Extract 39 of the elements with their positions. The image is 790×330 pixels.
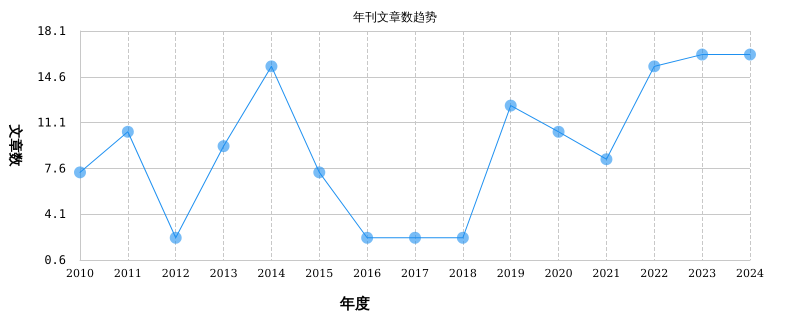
x-tick-label: 2015 (305, 267, 334, 280)
x-tick-label: 2013 (210, 267, 238, 280)
x-tick-label: 2020 (544, 267, 573, 280)
point (696, 48, 708, 61)
x-tick-label: 2016 (353, 267, 382, 280)
x-tick-label: 2019 (496, 267, 525, 280)
point (648, 60, 660, 72)
point (552, 126, 565, 138)
y-tick-label: 14.6 (37, 70, 66, 84)
point (218, 140, 230, 152)
x-tick-label: 2023 (688, 267, 716, 280)
point (504, 100, 517, 112)
point (122, 126, 134, 138)
y-tick-label: 7.6 (44, 161, 66, 176)
x-tick-label: 2018 (448, 267, 477, 280)
y-tick-label: 18.1 (37, 24, 66, 38)
x-tick-label: 2010 (66, 267, 94, 280)
chart-title: 年刊文章数趋势 (353, 10, 437, 24)
x-tick-label: 2014 (257, 267, 286, 280)
point (456, 232, 469, 244)
x-tick-label: 2017 (401, 267, 429, 280)
y-tick-label: 4.1 (44, 207, 66, 222)
y-axis-title: 文章数 (7, 124, 24, 168)
point (313, 166, 326, 178)
x-tick-label: 2022 (640, 267, 668, 280)
point (600, 153, 612, 166)
point (361, 232, 374, 244)
point (265, 60, 278, 72)
x-tick-label: 2011 (114, 267, 142, 280)
y-tick-label: 11.1 (37, 116, 66, 130)
x-tick-label: 2021 (592, 267, 620, 280)
point (744, 48, 756, 61)
x-tick-label: 2024 (736, 267, 764, 280)
x-axis-title: 年度 (339, 294, 370, 312)
y-tick-label: 0.6 (44, 253, 66, 267)
point (74, 166, 86, 178)
point (409, 232, 421, 244)
x-tick-label: 2012 (162, 267, 190, 280)
point (170, 232, 182, 244)
